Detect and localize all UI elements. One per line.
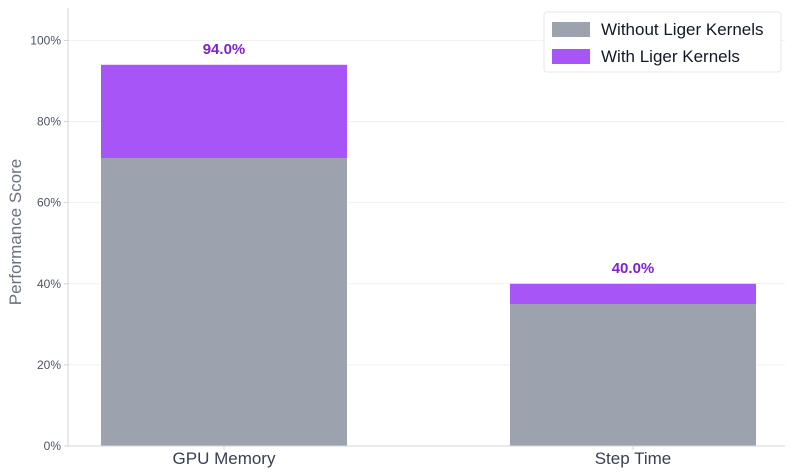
legend-label: With Liger Kernels — [601, 47, 740, 66]
y-axis-title: Performance Score — [6, 159, 25, 305]
bar-with-1 — [510, 283, 756, 305]
y-tick-labels: 0% 20% 40% 60% 80% 100% — [30, 33, 68, 453]
bar-with-0 — [101, 64, 347, 159]
legend-box — [543, 11, 782, 73]
y-tick-label: 100% — [30, 33, 61, 47]
legend-swatch — [552, 49, 590, 64]
bars — [101, 64, 756, 450]
bar-without-0 — [101, 158, 347, 447]
legend-label: Without Liger Kernels — [601, 20, 764, 39]
data-label: 40.0% — [612, 260, 655, 277]
y-tick-label: 80% — [37, 115, 61, 129]
bar-without-1 — [510, 304, 756, 446]
data-label: 94.0% — [203, 41, 246, 58]
y-tick-label: 60% — [37, 196, 61, 210]
legend: Without Liger Kernels With Liger Kernels — [543, 11, 782, 73]
x-tick-labels: GPU Memory Step Time — [173, 449, 672, 468]
x-tick-label: GPU Memory — [173, 449, 276, 468]
y-tick-label: 20% — [37, 358, 61, 372]
x-tick-label: Step Time — [595, 449, 672, 468]
y-tick-label: 0% — [44, 439, 62, 453]
legend-swatch — [552, 22, 590, 37]
data-labels: 94.0% 40.0% — [203, 41, 655, 277]
y-tick-label: 40% — [37, 277, 61, 291]
axes — [67, 8, 785, 447]
